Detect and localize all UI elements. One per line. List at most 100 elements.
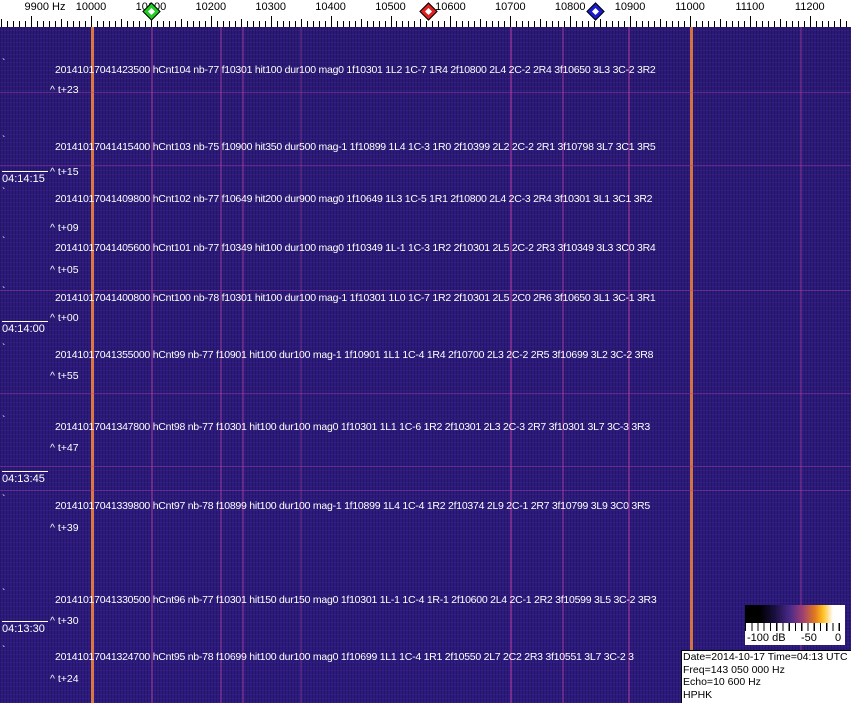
- row-tick-mark: `: [2, 236, 6, 247]
- signal-trace: [300, 27, 302, 703]
- time-offset-label: ^ t+15: [50, 166, 79, 178]
- color-scale-label-mid: -50: [801, 632, 817, 644]
- axis-tick: [827, 21, 829, 27]
- axis-tick: [19, 21, 21, 27]
- axis-tick: [73, 21, 75, 27]
- axis-tick: [582, 21, 584, 27]
- axis-tick: [809, 16, 811, 27]
- row-tick-mark: `: [2, 187, 6, 198]
- axis-tick: [294, 21, 296, 27]
- axis-tick: [767, 21, 769, 27]
- axis-tick: [654, 21, 656, 27]
- detection-log-line: 20141017041355000 hCnt99 nb-77 f10901 hi…: [55, 349, 654, 361]
- signal-trace: [151, 27, 153, 703]
- axis-label: 10300: [255, 1, 286, 13]
- time-offset-label: ^ t+05: [50, 264, 79, 276]
- detection-log-line: 20141017041423500 hCnt104 nb-77 f10301 h…: [55, 64, 656, 76]
- axis-tick: [312, 21, 314, 27]
- axis-tick: [480, 19, 482, 27]
- axis-tick: [755, 21, 757, 27]
- axis-tick: [833, 21, 835, 27]
- time-offset-label: ^ t+24: [50, 673, 79, 685]
- axis-label: 11200: [794, 1, 825, 13]
- axis-tick: [354, 21, 356, 27]
- axis-label: 10700: [495, 1, 526, 13]
- time-offset-label: ^ t+23: [50, 84, 79, 96]
- axis-tick: [234, 21, 236, 27]
- axis-tick: [426, 21, 428, 27]
- axis-tick: [168, 21, 170, 27]
- detection-log-line: 20141017041400800 hCnt100 nb-78 f10301 h…: [55, 292, 656, 304]
- axis-tick: [438, 21, 440, 27]
- axis-tick: [360, 19, 362, 27]
- horizontal-trace: [0, 290, 851, 291]
- axis-tick: [408, 21, 410, 27]
- axis-tick: [85, 21, 86, 27]
- axis-tick: [588, 21, 590, 27]
- row-tick-mark: `: [2, 343, 6, 354]
- time-offset-label: ^ t+30: [50, 615, 79, 627]
- axis-tick: [132, 21, 134, 27]
- axis-tick: [690, 16, 691, 27]
- axis-tick: [1, 19, 3, 27]
- info-frequency: Freq=143 050 000 Hz: [683, 663, 785, 676]
- frequency-axis: 9900 Hz 10000101001020010300104001050010…: [0, 0, 851, 27]
- axis-label: 10800: [554, 1, 586, 13]
- axis-tick: [540, 19, 542, 27]
- axis-tick: [707, 21, 709, 27]
- info-station: HPHK: [683, 688, 713, 701]
- axis-tick: [845, 21, 847, 27]
- row-tick-mark: `: [2, 286, 6, 297]
- axis-tick: [37, 21, 39, 27]
- axis-tick: [695, 21, 697, 27]
- axis-tick: [648, 21, 650, 27]
- axis-tick: [126, 21, 128, 27]
- axis-tick: [138, 21, 140, 27]
- signal-trace: [690, 27, 693, 703]
- axis-tick: [43, 21, 45, 27]
- signal-trace: [91, 27, 94, 703]
- axis-label: 10000: [75, 1, 107, 13]
- axis-tick: [791, 21, 793, 27]
- axis-tick: [719, 19, 721, 27]
- axis-label: 10200: [195, 1, 227, 13]
- axis-tick: [839, 19, 841, 27]
- axis-tick: [270, 16, 272, 27]
- axis-tick: [91, 16, 92, 27]
- info-box: Date=2014-10-17 Time=04:13 UTC Freq=143 …: [681, 650, 851, 703]
- axis-tick: [701, 21, 703, 27]
- axis-tick: [420, 19, 422, 27]
- axis-tick: [79, 21, 81, 27]
- axis-tick: [552, 21, 554, 27]
- axis-tick: [324, 21, 326, 27]
- axis-tick: [630, 16, 632, 27]
- axis-tick: [636, 21, 638, 27]
- color-scale-ticks: [745, 623, 845, 631]
- blue-marker-icon[interactable]: [586, 2, 605, 21]
- signal-trace: [220, 27, 222, 703]
- axis-tick: [510, 16, 512, 27]
- axis-label: 11000: [675, 1, 705, 13]
- axis-tick: [276, 21, 278, 27]
- axis-tick: [204, 21, 206, 27]
- axis-tick: [186, 21, 188, 27]
- color-scale-legend: -100 dB -50 0: [745, 605, 845, 645]
- axis-tick: [49, 21, 51, 27]
- color-scale-label-min: -100 dB: [747, 632, 786, 644]
- signal-trace: [510, 27, 512, 703]
- axis-tick: [618, 21, 620, 27]
- axis-tick: [396, 21, 398, 27]
- time-offset-label: ^ t+00: [50, 312, 79, 324]
- row-tick-mark: `: [2, 494, 6, 505]
- signal-trace: [628, 27, 630, 703]
- axis-tick: [306, 21, 308, 27]
- axis-tick: [779, 19, 781, 27]
- time-offset-label: ^ t+47: [50, 442, 79, 454]
- axis-tick: [558, 21, 560, 27]
- detection-log-line: 20141017041339800 hCnt97 nb-78 f10899 hi…: [55, 500, 650, 512]
- spectrogram-waterfall[interactable]: 20141017041423500 hCnt104 nb-77 f10301 h…: [0, 27, 851, 703]
- axis-tick: [120, 19, 122, 27]
- horizontal-trace: [0, 466, 851, 467]
- axis-tick: [725, 21, 727, 27]
- axis-tick: [318, 21, 320, 27]
